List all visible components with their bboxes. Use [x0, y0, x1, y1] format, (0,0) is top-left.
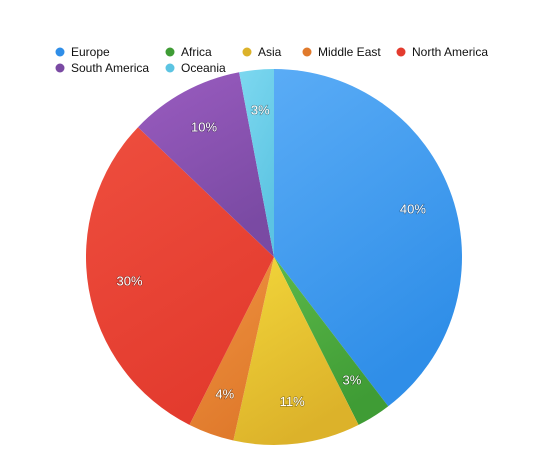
legend-swatch-south-america — [55, 63, 65, 73]
legend-item-asia: Asia — [242, 45, 282, 59]
pie-slice-asia — [233, 257, 359, 446]
legend-item-south-america: South America — [55, 61, 149, 75]
pie-slice-middle-east — [189, 257, 274, 441]
legend-swatch-asia — [242, 47, 252, 57]
pie-slice-africa — [274, 257, 389, 425]
legend-item-oceania: Oceania — [165, 61, 226, 75]
pie-data-labels: 40% 3% 11% 4% 30% 10% 3% — [116, 102, 427, 410]
legend-item-europe: Europe — [55, 45, 110, 59]
data-label-africa: 3% — [343, 373, 362, 388]
pie-slice-oceania — [239, 68, 274, 257]
chart-legend: Europe Africa Asia Middle East North America… — [55, 45, 488, 75]
data-label-north-america: 30% — [116, 273, 142, 288]
pie-slice-europe — [274, 69, 462, 407]
legend-item-middle-east: Middle East — [302, 45, 381, 59]
legend-label-europe: Europe — [71, 45, 110, 59]
legend-item-africa: Africa — [165, 45, 212, 59]
legend-label-south-america: South America — [71, 61, 149, 75]
legend-swatch-oceania — [165, 63, 175, 73]
legend-label-africa: Africa — [181, 45, 212, 59]
legend-item-north-america: North America — [396, 45, 488, 59]
legend-swatch-africa — [165, 47, 175, 57]
data-label-asia: 11% — [280, 394, 305, 409]
data-label-middle-east: 4% — [215, 387, 234, 402]
legend-swatch-north-america — [396, 47, 406, 57]
legend-label-oceania: Oceania — [181, 61, 226, 75]
data-label-oceania: 3% — [251, 102, 270, 117]
legend-swatch-middle-east — [302, 47, 312, 57]
data-label-europe: 40% — [400, 201, 426, 216]
legend-label-middle-east: Middle East — [318, 45, 381, 59]
legend-swatch-europe — [55, 47, 65, 57]
pie-slices — [85, 68, 462, 446]
pie-slice-south-america — [138, 72, 274, 257]
data-label-south-america: 10% — [191, 120, 217, 135]
legend-label-asia: Asia — [258, 45, 282, 59]
pie-slice-north-america — [85, 127, 274, 425]
legend-label-north-america: North America — [412, 45, 488, 59]
